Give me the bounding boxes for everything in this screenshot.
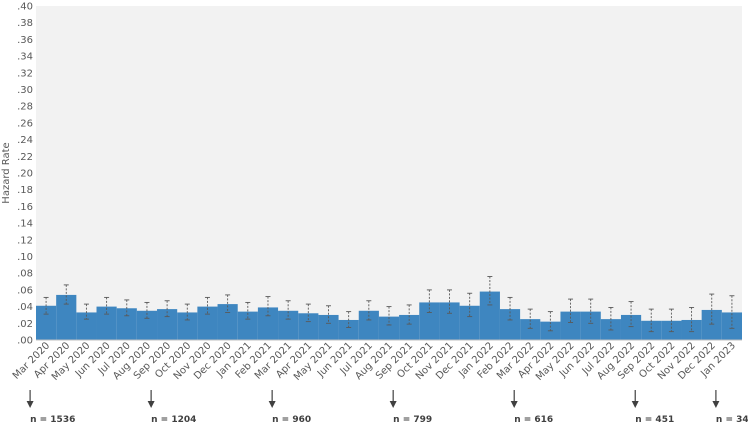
bar bbox=[358, 310, 379, 340]
sample-size-annotations: n = 1536 n = 1204 n = 960 n = 799 n = 616 n =… bbox=[26, 390, 748, 425]
bar bbox=[177, 312, 198, 340]
y-tick-label: .24 bbox=[17, 135, 33, 146]
bar bbox=[298, 313, 319, 340]
y-tick-label: .26 bbox=[17, 118, 33, 129]
down-arrow-icon bbox=[147, 401, 155, 408]
annotation-label: n = 451 bbox=[635, 415, 674, 425]
bar bbox=[257, 307, 279, 340]
y-tick-label: .00 bbox=[17, 336, 33, 347]
down-arrow-icon bbox=[712, 401, 720, 408]
bar bbox=[136, 310, 158, 340]
bar bbox=[36, 305, 57, 340]
bar bbox=[479, 291, 500, 340]
bar bbox=[76, 312, 97, 340]
bar bbox=[338, 319, 359, 340]
bar bbox=[278, 310, 299, 340]
annotation: n = 960 bbox=[268, 390, 311, 425]
bar bbox=[197, 306, 218, 340]
bar bbox=[217, 304, 238, 340]
y-tick-label: .22 bbox=[17, 152, 33, 163]
y-tick-label: .14 bbox=[17, 219, 33, 230]
y-tick-label: .28 bbox=[17, 102, 33, 113]
y-tick-label: .06 bbox=[17, 285, 33, 296]
annotation-label: n = 1204 bbox=[151, 415, 196, 425]
down-arrow-icon bbox=[631, 401, 639, 408]
error-bars-group bbox=[43, 276, 735, 333]
bar bbox=[560, 311, 581, 340]
annotation-label: n = 1536 bbox=[30, 415, 75, 425]
y-tick-label: .08 bbox=[17, 269, 33, 280]
bar bbox=[459, 305, 480, 340]
annotation-label: n = 960 bbox=[272, 415, 311, 425]
y-tick-label: .32 bbox=[17, 68, 33, 79]
y-tick-label: .16 bbox=[17, 202, 33, 213]
bar bbox=[378, 316, 400, 340]
bar bbox=[620, 314, 642, 340]
bar bbox=[499, 309, 521, 340]
annotation: n = 451 bbox=[631, 390, 674, 425]
bar bbox=[419, 302, 440, 340]
down-arrow-icon bbox=[26, 401, 34, 408]
y-tick-label: .18 bbox=[17, 185, 33, 196]
y-tick-label: .40 bbox=[17, 2, 33, 13]
bars-group bbox=[36, 291, 742, 340]
bar bbox=[96, 306, 117, 340]
plot-area bbox=[36, 6, 742, 340]
bar bbox=[701, 309, 722, 340]
annotation-label: n = 799 bbox=[393, 415, 432, 425]
annotation: n = 1204 bbox=[147, 390, 196, 425]
y-tick-label: .04 bbox=[17, 302, 33, 313]
down-arrow-icon bbox=[510, 401, 518, 408]
bar bbox=[580, 311, 601, 340]
y-axis-ticks: .00 .02 .04 .06 .08 .10 .12 .14 .16 .18 .20 .22 .24.… bbox=[17, 2, 33, 347]
annotation: n = 799 bbox=[389, 390, 432, 425]
down-arrow-icon bbox=[268, 401, 276, 408]
y-axis-label: Hazard Rate bbox=[1, 142, 12, 203]
bar bbox=[237, 311, 258, 340]
y-tick-label: .38 bbox=[17, 18, 33, 29]
bar bbox=[520, 319, 541, 340]
annotation: n = 1536 bbox=[26, 390, 75, 425]
annotation-label: n = 616 bbox=[514, 415, 553, 425]
bar bbox=[318, 314, 339, 340]
y-tick-label: .10 bbox=[17, 252, 33, 263]
y-tick-label: .20 bbox=[17, 169, 33, 180]
annotation: n = 616 bbox=[510, 390, 553, 425]
bar bbox=[721, 312, 742, 340]
y-tick-label: .36 bbox=[17, 35, 33, 46]
y-tick-label: .02 bbox=[17, 319, 33, 330]
bar bbox=[116, 308, 137, 340]
bar bbox=[157, 309, 178, 340]
bar bbox=[399, 314, 420, 340]
down-arrow-icon bbox=[389, 401, 397, 408]
annotation-label: n = 343 bbox=[716, 415, 748, 425]
annotation: n = 343 bbox=[712, 390, 748, 425]
bar bbox=[439, 302, 460, 340]
y-tick-label: .34 bbox=[17, 52, 33, 63]
y-tick-label: .30 bbox=[17, 85, 33, 96]
y-tick-label: .12 bbox=[17, 235, 33, 246]
bar bbox=[56, 294, 77, 340]
